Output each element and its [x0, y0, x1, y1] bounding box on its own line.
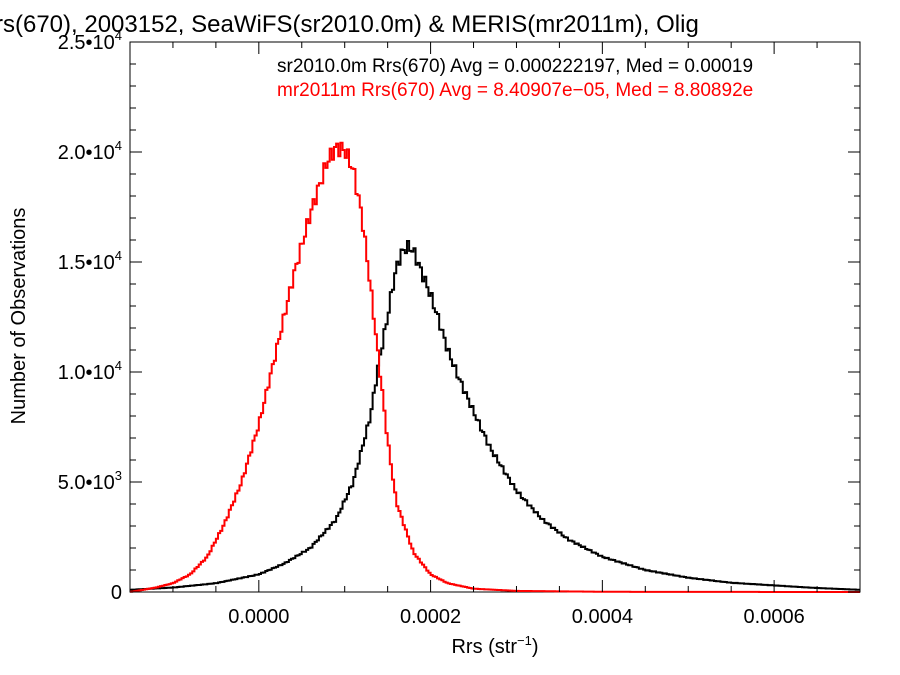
histogram-series-2: [130, 141, 860, 593]
y-tick-label: 1.5•104: [58, 248, 122, 274]
y-tick-label: 0: [111, 582, 122, 604]
histogram-series-1: [130, 240, 860, 591]
x-tick-label: 0.0002: [400, 606, 461, 628]
plot-frame: [129, 41, 861, 593]
y-tick-label: 1.0•104: [58, 358, 122, 384]
series-group: [130, 141, 860, 593]
legend-entry: mr2011m Rrs(670) Avg = 8.40907e−05, Med …: [277, 80, 753, 101]
y-tick-label: 5.0•103: [58, 468, 122, 494]
chart-title: rs(670), 2003152, SeaWiFS(sr2010.0m) & M…: [0, 11, 699, 38]
axis-ticks: [130, 41, 861, 593]
x-tick-label: 0.0004: [572, 606, 633, 628]
legend-entry: sr2010.0m Rrs(670) Avg = 0.000222197, Me…: [277, 56, 753, 77]
x-axis-label: Rrs (str−1): [451, 633, 538, 658]
y-tick-label: 2.0•104: [58, 138, 122, 164]
tick-labels: 0.0000 0.0002 0.0004 0.0006 0 5.0•103 1.0•104 1…: [58, 28, 805, 628]
y-tick-label: 2.5•104: [58, 28, 122, 54]
y-axis-label: Number of Observations: [8, 208, 30, 425]
x-tick-label: 0.0006: [744, 606, 805, 628]
x-tick-label: 0.0000: [228, 606, 289, 628]
legend: sr2010.0m Rrs(670) Avg = 0.000222197, Me…: [277, 56, 753, 101]
